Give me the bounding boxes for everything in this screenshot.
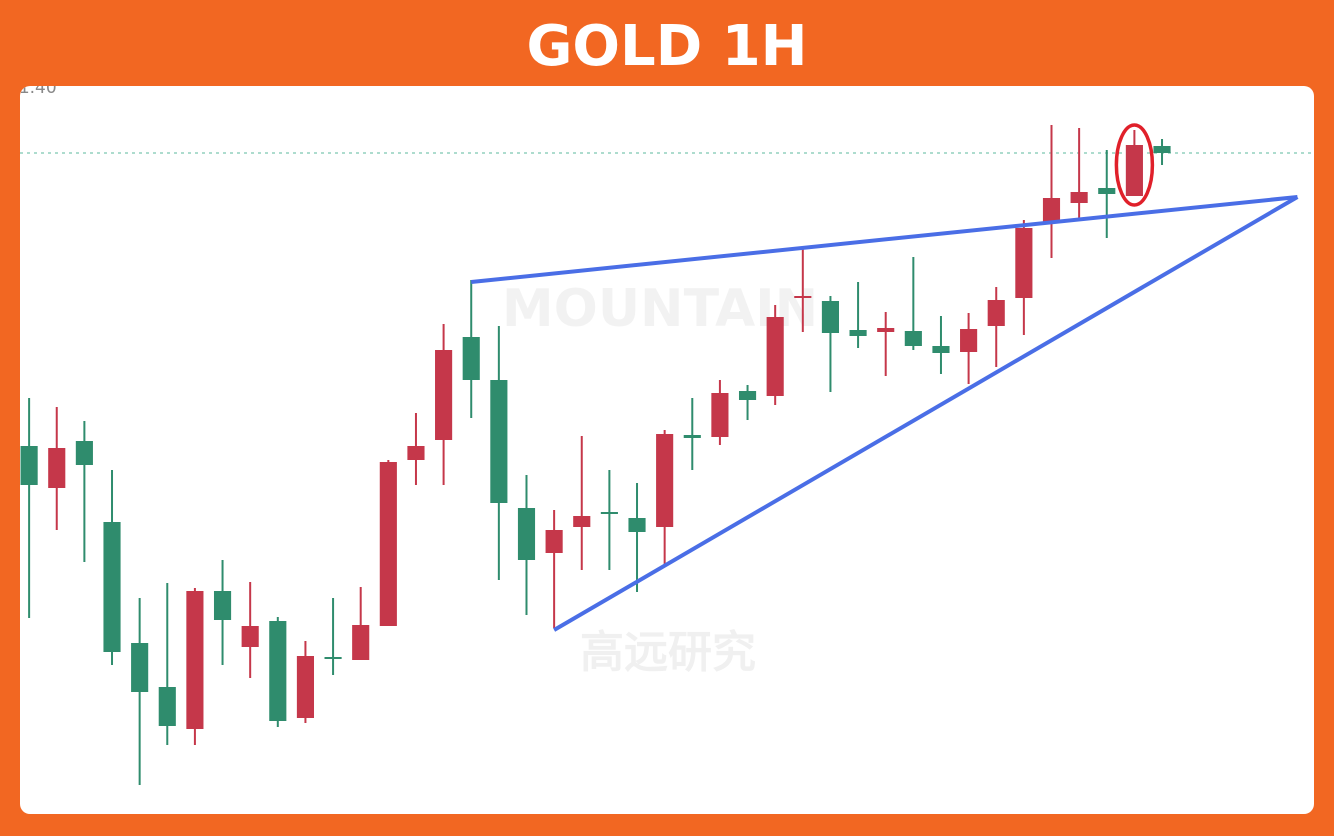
candle-body: [1015, 228, 1033, 298]
y-tick-label: 01.40: [8, 78, 57, 98]
candle-body: [324, 657, 342, 659]
candle-body: [379, 462, 397, 626]
watermark: 高远研究: [580, 627, 756, 678]
candle-body: [186, 591, 204, 729]
candle-body: [1070, 192, 1088, 203]
candle-body: [904, 331, 922, 346]
candle-body: [269, 621, 287, 721]
candle-body: [849, 330, 867, 336]
candle-body: [1042, 198, 1061, 223]
candle-body: [462, 337, 480, 380]
candle-body: [877, 328, 895, 332]
candle-body: [1125, 145, 1143, 196]
candle-body: [158, 687, 176, 726]
candle-body: [1153, 146, 1171, 153]
candle-body: [407, 446, 425, 460]
candle-body: [296, 656, 315, 718]
candle-body: [48, 448, 66, 488]
candle-body: [1098, 188, 1116, 194]
candle-body: [794, 296, 812, 298]
candle-body: [600, 512, 618, 514]
trendline: [553, 195, 1299, 632]
candle-body: [75, 441, 93, 465]
candle-body: [683, 435, 701, 438]
candle-body: [103, 522, 121, 652]
highlight-circle: [1114, 123, 1155, 207]
candle-body: [131, 643, 149, 692]
candle-body: [932, 346, 950, 353]
candle-body: [656, 434, 674, 527]
candle-body: [352, 625, 370, 660]
candle-body: [517, 508, 536, 560]
candle-body: [545, 530, 563, 553]
candle-body: [573, 516, 591, 527]
candle-body: [435, 350, 453, 440]
candle-body: [821, 301, 840, 333]
candle-body: [738, 391, 757, 400]
candle-body: [20, 446, 38, 485]
candle-body: [628, 518, 646, 532]
candle-body: [213, 591, 232, 620]
watermark: MOUNTAIN: [502, 279, 818, 339]
candle-body: [987, 300, 1005, 326]
trendline: [471, 195, 1298, 284]
candle-body: [490, 380, 508, 503]
candle-body: [711, 393, 729, 437]
candle-body: [960, 329, 978, 352]
candle-body: [766, 317, 784, 396]
candle-body: [241, 626, 259, 647]
chart-title: GOLD 1H: [526, 14, 807, 79]
plot-area: MOUNTAIN 高远研究 01.40: [8, 78, 1314, 785]
